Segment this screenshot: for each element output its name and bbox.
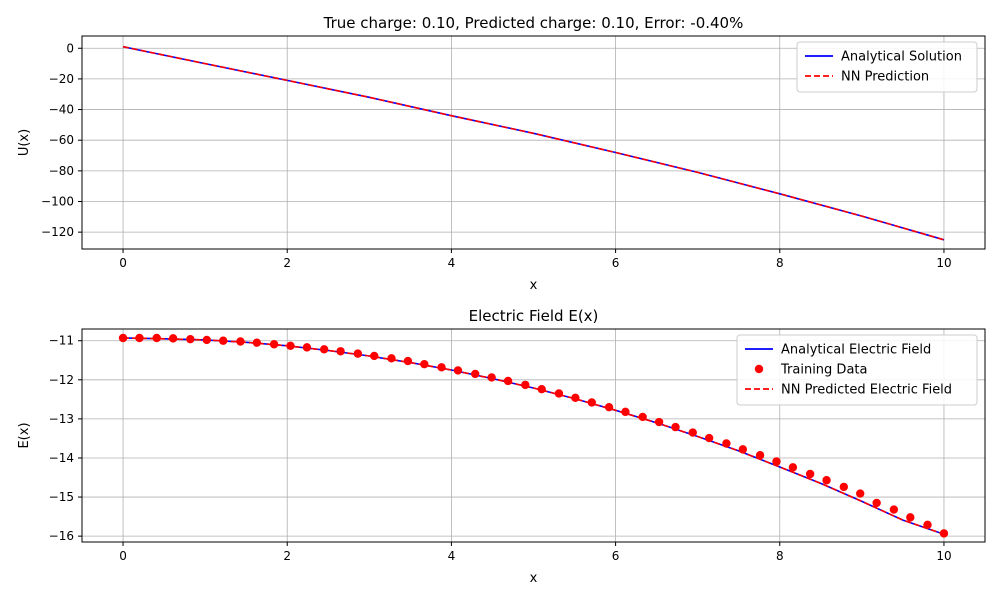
y-tick-label: −20 [49, 72, 74, 86]
y-tick-label: −100 [41, 194, 74, 208]
data-point [353, 349, 363, 358]
data-point [788, 463, 798, 472]
x-axis-label: x [530, 571, 538, 586]
x-tick-label: 2 [283, 256, 291, 270]
data-point [621, 407, 630, 417]
legend-label: NN Prediction [841, 70, 929, 85]
legend-label: Training Data [780, 363, 867, 378]
x-tick-label: 0 [119, 549, 127, 563]
legend: Analytical Electric Field Training Data NN… [736, 334, 978, 406]
data-point [437, 363, 446, 372]
x-tick-label: 8 [776, 549, 784, 563]
data-point [152, 333, 161, 343]
legend-label: Analytical Solution [841, 50, 962, 65]
y-tick-label: −16 [49, 529, 74, 543]
data-point [872, 498, 881, 508]
y-tick-label: −80 [49, 164, 74, 178]
data-point [772, 457, 781, 466]
chart-panel-2: 0 2 4 6 8 10 −11 −12 −13 −14 −15 −16 Electric Field … [17, 307, 986, 586]
data-point [370, 351, 379, 361]
x-tick-label: 0 [119, 256, 127, 270]
legend-box [796, 41, 978, 93]
y-axis-label: U(x) [17, 129, 32, 156]
data-point [453, 366, 463, 375]
data-point [471, 369, 480, 379]
data-point [638, 412, 647, 422]
legend-label: NN Predicted Electric Field [781, 383, 952, 398]
y-tick-label: −12 [49, 373, 74, 387]
data-point [487, 373, 496, 382]
y-tick-label: −13 [49, 412, 74, 426]
data-point [923, 520, 932, 530]
y-tick-label: 0 [66, 41, 74, 55]
data-point [521, 380, 530, 390]
x-tick-label: 10 [936, 549, 951, 563]
x-tick-label: 10 [936, 256, 951, 270]
y-tick-label: −14 [49, 451, 74, 465]
x-tick-label: 2 [283, 549, 291, 563]
axes-frame [81, 35, 986, 250]
data-point [839, 482, 849, 492]
x-tick-label: 6 [612, 256, 620, 270]
data-point [755, 451, 765, 460]
chart-title: True charge: 0.10, Predicted charge: 0.1… [323, 14, 744, 32]
data-point [252, 338, 262, 347]
x-tick-label: 6 [612, 549, 620, 563]
legend-box [736, 334, 978, 406]
series-line [122, 45, 945, 241]
y-axis-label: E(x) [17, 422, 32, 448]
legend-label: Analytical Electric Field [781, 343, 931, 358]
data-point [654, 417, 664, 427]
data-point [856, 489, 865, 498]
y-tick-label: −11 [49, 334, 74, 348]
legend: Analytical Solution NN Prediction [796, 41, 978, 93]
plot-area [122, 45, 945, 241]
x-tick-label: 4 [448, 256, 456, 270]
chart-title: Electric Field E(x) [469, 307, 599, 325]
data-point [889, 505, 899, 514]
x-tick-label: 4 [448, 549, 456, 563]
data-point [906, 513, 915, 522]
axes-frame [81, 328, 986, 543]
data-point [503, 376, 513, 386]
y-tick-label: −60 [49, 133, 74, 147]
data-point [269, 340, 279, 349]
data-point [336, 347, 345, 356]
y-tick-label: −15 [49, 490, 74, 504]
data-point [671, 422, 680, 432]
y-tick-label: −120 [41, 225, 74, 239]
legend-marker [754, 364, 764, 374]
data-point [135, 333, 144, 343]
y-tick-label: −40 [49, 103, 74, 117]
data-point [420, 359, 429, 369]
chart-panel-1: 0 2 4 6 8 10 0 −20 −40 −60 −80 −100 −120 True charge:… [17, 14, 986, 293]
series-line [122, 337, 945, 535]
data-point [822, 476, 831, 485]
plot-area [118, 333, 949, 538]
data-point [805, 469, 815, 479]
x-axis-label: x [530, 278, 538, 293]
x-tick-label: 8 [776, 256, 784, 270]
